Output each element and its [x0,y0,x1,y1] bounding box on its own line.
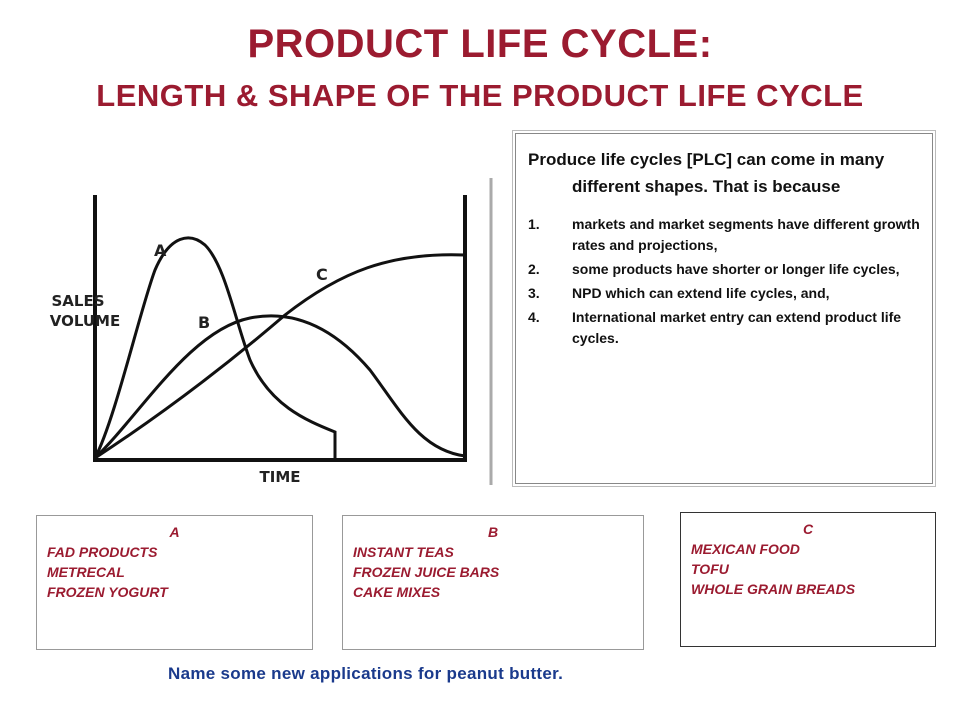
reason-number: 1. [528,216,540,232]
explanation-box: Produce life cycles [PLC] can come in ma… [512,130,936,487]
curve-a [93,236,337,459]
reason-item: 1. markets and market segments have diffe… [528,214,920,256]
reason-item: 2. some products have shorter or longer l… [528,259,920,280]
examples-box-b: B INSTANT TEAS FROZEN JUICE BARS CAKE MI… [342,515,644,650]
example-item: FROZEN YOGURT [47,584,168,600]
examples-list-a: FAD PRODUCTS METRECAL FROZEN YOGURT [47,542,302,602]
curve-c-label: C [316,265,328,284]
y-axis-label: SALES [51,292,104,310]
examples-heading-a: A [169,524,180,540]
curve-b [93,314,466,460]
curve-c [94,253,466,460]
reason-number: 3. [528,285,540,301]
curve-b-label: B [198,313,210,332]
reason-text: NPD which can extend life cycles, and, [572,285,830,301]
reasons-list: 1. markets and market segments have diffe… [528,214,920,349]
slide-subtitle: LENGTH & SHAPE OF THE PRODUCT LIFE CYCLE [96,78,864,113]
slide-title: PRODUCT LIFE CYCLE: [247,22,713,66]
examples-list-c: MEXICAN FOOD TOFU WHOLE GRAIN BREADS [691,539,925,599]
example-item: TOFU [691,561,729,577]
example-item: FAD PRODUCTS [47,544,158,560]
reason-number: 4. [528,309,540,325]
reason-text: markets and market segments have differe… [572,216,920,253]
examples-list-b: INSTANT TEAS FROZEN JUICE BARS CAKE MIXE… [353,542,633,602]
curve-a-label: A [154,241,167,260]
example-item: METRECAL [47,564,125,580]
y-axis-label-line2: VOLUME [50,312,120,330]
reason-text: some products have shorter or longer lif… [572,261,900,277]
example-item: CAKE MIXES [353,584,441,600]
example-item: FROZEN JUICE BARS [353,564,500,580]
example-item: INSTANT TEAS [353,544,454,560]
reason-item: 4. International market entry can extend … [528,307,920,349]
plc-diagram: SALES VOLUME TIME A B C [50,178,493,486]
example-item: MEXICAN FOOD [691,541,800,557]
x-axis-label: TIME [260,468,301,486]
reason-item: 3. NPD which can extend life cycles, and, [528,283,920,304]
reason-text: International market entry can extend pr… [572,309,902,346]
discussion-question: Name some new applications for peanut bu… [168,664,564,683]
examples-heading-c: C [802,521,814,537]
reason-number: 2. [528,261,540,277]
examples-box-a: A FAD PRODUCTS METRECAL FROZEN YOGURT [36,515,313,650]
example-item: WHOLE GRAIN BREADS [691,581,856,597]
explanation-intro: Produce life cycles [PLC] can come in ma… [528,150,885,196]
examples-heading-b: B [487,524,499,540]
examples-box-c: C MEXICAN FOOD TOFU WHOLE GRAIN BREADS [680,512,936,647]
